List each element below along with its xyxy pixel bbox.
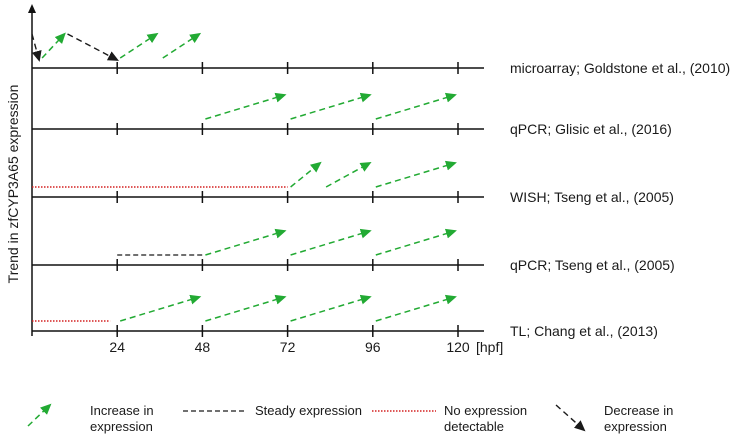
trend-increase-segment (290, 161, 322, 188)
trend-increase-segment (205, 92, 287, 120)
study-rows: microarray; Goldstone et al., (2010) qPCR… (31, 32, 730, 339)
trend-increase-segment (375, 160, 457, 188)
x-tick-labels: 24 48 72 96 120 (109, 339, 469, 355)
x-tick-label: 72 (280, 339, 296, 355)
trend-increase-segment (290, 294, 372, 322)
study-label: microarray; Goldstone et al., (2010) (510, 60, 730, 76)
legend-label: detectable (444, 419, 504, 434)
study-label: qPCR; Glisic et al., (2016) (510, 121, 672, 137)
legend-label: expression (90, 419, 153, 434)
study-row: qPCR; Glisic et al., (2016) (32, 92, 672, 137)
study-row: qPCR; Tseng et al., (2005) (32, 228, 675, 273)
trend-increase-segment (205, 294, 287, 322)
trend-increase-segment (375, 294, 457, 322)
legend-label: Steady expression (255, 403, 362, 418)
legend-label: Decrease in (604, 403, 673, 418)
trend-decrease-segment (31, 33, 42, 62)
trend-increase-segment (162, 32, 202, 59)
legend-item-steady: Steady expression (183, 403, 362, 418)
trend-increase-segment (290, 228, 372, 256)
trend-decrease-segment (67, 33, 119, 61)
x-tick-label: 24 (109, 339, 125, 355)
trend-increase-segment (119, 32, 159, 59)
trend-increase-segment (119, 294, 202, 322)
study-row: microarray; Goldstone et al., (2010) (31, 32, 730, 76)
x-tick-label: 96 (365, 339, 381, 355)
study-label: qPCR; Tseng et al., (2005) (510, 257, 675, 273)
study-row: WISH; Tseng et al., (2005) (32, 160, 674, 205)
legend-label: Increase in (90, 403, 154, 418)
study-label: WISH; Tseng et al., (2005) (510, 189, 674, 205)
trend-increase-segment (41, 32, 66, 59)
legend-label: expression (604, 419, 667, 434)
legend-label: No expression (444, 403, 527, 418)
trend-increase-segment (325, 162, 372, 188)
x-tick-label: 120 (446, 339, 470, 355)
study-label: TL; Chang et al., (2013) (510, 323, 658, 339)
legend-decrease-sample (555, 404, 586, 432)
x-tick-label: 48 (195, 339, 211, 355)
trend-increase-segment (205, 228, 287, 256)
trend-increase-segment (375, 92, 457, 120)
y-axis-label: Trend in zfCYP3A65 expression (5, 85, 21, 284)
legend-increase-sample (27, 403, 52, 427)
trend-increase-segment (290, 92, 372, 120)
study-row: TL; Chang et al., (2013) (32, 294, 658, 339)
x-axis-unit: [hpf] (476, 339, 503, 355)
trend-increase-segment (375, 228, 457, 256)
